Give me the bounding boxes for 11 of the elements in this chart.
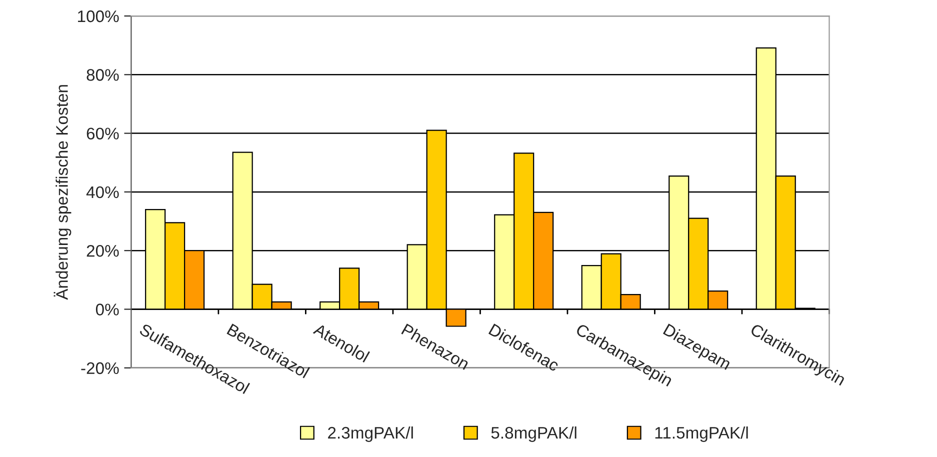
y-tick-label: 40%: [86, 186, 119, 198]
legend-label: 5.8mgPAK/l: [491, 426, 576, 442]
legend-label: 11.5mgPAK/l: [655, 426, 748, 442]
legend-label: 2.3mgPAK/l: [328, 426, 413, 442]
y-tick-label: 20%: [86, 244, 119, 257]
y-axis-title: Änderung spezifische Kosten: [54, 85, 72, 300]
y-tick-label: 0%: [96, 304, 119, 316]
y-tick-label: -20%: [81, 362, 119, 374]
y-tick-label: 100%: [78, 10, 119, 22]
y-tick-label: 60%: [86, 128, 119, 140]
y-tick-label: 80%: [86, 69, 119, 81]
